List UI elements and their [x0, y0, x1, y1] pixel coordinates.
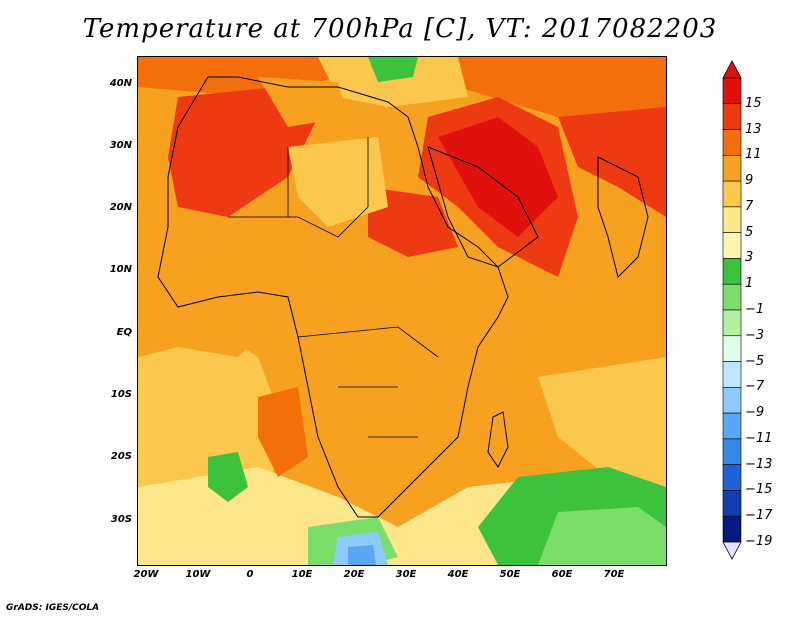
colorbar-segment [722, 77, 742, 105]
lon-label-10w: 10W [185, 569, 211, 580]
colorbar-label: −15 [745, 482, 773, 498]
lat-label-20n: 20N [109, 202, 132, 213]
colorbar-segment [722, 515, 742, 543]
lon-label-60e: 60E [551, 569, 573, 580]
colorbar-segment [722, 155, 742, 182]
lon-label-20w: 20W [133, 569, 159, 580]
colorbar-label: 7 [745, 198, 754, 214]
colorbar-min-arrow [722, 541, 742, 560]
colorbar-label: 11 [745, 147, 762, 163]
lon-label-10e: 10E [291, 569, 313, 580]
colorbar-segment [722, 180, 742, 208]
colorbar-segment [722, 464, 742, 491]
colorbar-segment [722, 412, 742, 440]
colorbar-segment [722, 283, 742, 311]
lat-label-30s: 30S [110, 514, 132, 525]
colorbar-label: −7 [745, 379, 765, 395]
colorbar-label: 15 [745, 95, 762, 111]
colorbar-max-arrow [722, 60, 742, 79]
lat-label-10n: 10N [109, 264, 132, 275]
lat-label-30n: 30N [109, 140, 132, 151]
temperature-map [137, 56, 667, 566]
colorbar-segment [722, 438, 742, 465]
lon-label-30e: 30E [395, 569, 417, 580]
colorbar-label: −19 [745, 534, 773, 549]
colorbar-label: −13 [745, 456, 773, 472]
colorbar-segment [722, 129, 742, 156]
colorbar-label: 1 [745, 276, 754, 292]
lon-label-50e: 50E [499, 569, 521, 580]
lat-label-40n: 40N [109, 78, 132, 89]
grads-credit: GrADS: IGES/COLA [6, 603, 100, 613]
colorbar-label: −3 [745, 327, 765, 343]
colorbar-label: 5 [745, 224, 754, 240]
colorbar-label: 3 [745, 250, 754, 266]
colorbar-label: −9 [745, 405, 765, 421]
lon-label-70e: 70E [603, 569, 625, 580]
map-title: Temperature at 700hPa [C], VT: 201708220… [82, 14, 718, 44]
lon-label-40e: 40E [447, 569, 469, 580]
colorbar [722, 60, 742, 560]
colorbar-segment [722, 309, 742, 337]
colorbar-segment [722, 335, 742, 362]
colorbar-label: −11 [745, 430, 773, 446]
colorbar-segment [722, 232, 742, 259]
colorbar-label: −5 [745, 353, 765, 369]
colorbar-segment [722, 387, 742, 414]
colorbar-label: 13 [745, 121, 762, 137]
lat-label-eq: EQ [116, 327, 132, 338]
colorbar-label: −1 [745, 302, 765, 317]
colorbar-segment [722, 490, 742, 517]
colorbar-segment [722, 361, 742, 388]
temperature-field [138, 57, 666, 565]
colorbar-segment [722, 258, 742, 285]
colorbar-segment [722, 206, 742, 233]
colorbar-segment [722, 103, 742, 130]
lon-label-20e: 20E [343, 569, 365, 580]
colorbar-label: −17 [745, 508, 773, 524]
lat-label-20s: 20S [110, 451, 132, 462]
colorbar-label: 9 [745, 173, 754, 189]
lon-label-0: 0 [246, 569, 254, 580]
lat-label-10s: 10S [110, 389, 132, 400]
